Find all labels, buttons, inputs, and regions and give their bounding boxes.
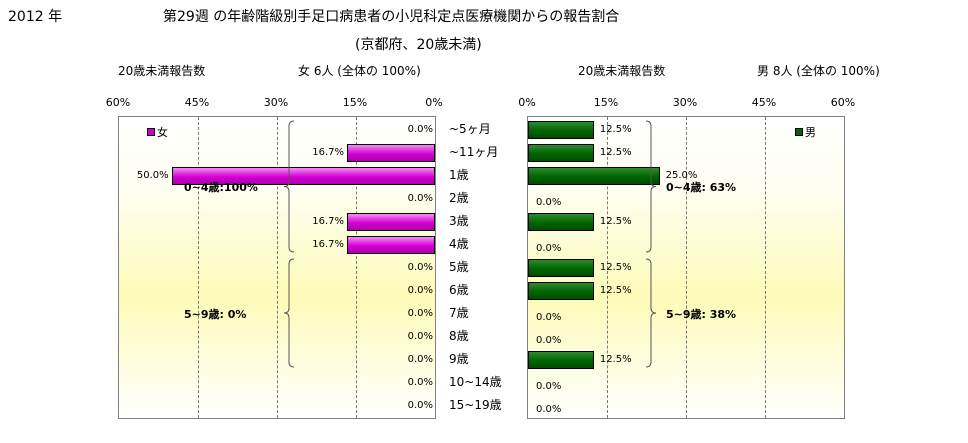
age-category-label: 10~14歳 bbox=[449, 374, 502, 389]
female-group-label: 0~4歳:100% bbox=[184, 181, 258, 194]
male-gridline bbox=[765, 117, 766, 418]
female-gridline bbox=[198, 117, 199, 418]
female-data-label: 0.0% bbox=[407, 353, 433, 365]
male-legend-swatch bbox=[795, 128, 803, 136]
male-bar bbox=[528, 258, 594, 277]
female-x-tick: 45% bbox=[184, 96, 210, 109]
age-category-label: ~11ヶ月 bbox=[449, 144, 499, 159]
male-data-label: 12.5% bbox=[599, 123, 632, 135]
female-data-label: 16.7% bbox=[312, 146, 345, 158]
male-bar bbox=[528, 166, 660, 185]
female-legend-label: 女 bbox=[157, 126, 168, 139]
female-header-label: 20歳未満報告数 bbox=[118, 64, 206, 78]
male-data-label: 0.0% bbox=[536, 242, 562, 254]
age-category-label: 5歳 bbox=[449, 259, 469, 274]
age-category-label: 15~19歳 bbox=[449, 397, 502, 412]
female-data-label: 16.7% bbox=[312, 238, 345, 250]
female-data-label: 50.0% bbox=[136, 169, 169, 181]
male-group-label: 5~9歳: 38% bbox=[666, 307, 737, 321]
female-bar bbox=[347, 143, 435, 162]
female-group-brace bbox=[283, 120, 295, 252]
chart-title: 第29週 の年齢階級別手足口病患者の小児科定点医療機関からの報告割合 bbox=[163, 9, 620, 25]
age-category-label: 8歳 bbox=[449, 328, 469, 343]
age-category-label: 9歳 bbox=[449, 351, 469, 366]
male-x-tick: 0% bbox=[518, 96, 536, 109]
male-bar bbox=[528, 350, 594, 369]
female-data-label: 16.7% bbox=[312, 215, 345, 227]
male-data-label: 0.0% bbox=[536, 380, 562, 392]
male-data-label: 0.0% bbox=[536, 334, 562, 346]
male-data-label: 0.0% bbox=[536, 196, 562, 208]
age-category-label: 2歳 bbox=[449, 190, 469, 205]
female-legend-swatch bbox=[147, 128, 155, 136]
male-gridline bbox=[607, 117, 608, 418]
male-bar bbox=[528, 281, 594, 300]
female-gridline bbox=[277, 117, 278, 418]
male-data-label: 12.5% bbox=[599, 261, 632, 273]
female-data-label: 0.0% bbox=[407, 376, 433, 388]
female-x-tick: 0% bbox=[425, 96, 443, 109]
male-x-tick: 45% bbox=[751, 96, 777, 109]
age-category-label: ~5ヶ月 bbox=[449, 121, 491, 136]
female-data-label: 0.0% bbox=[407, 307, 433, 319]
male-data-label: 12.5% bbox=[599, 146, 632, 158]
male-header-label: 20歳未満報告数 bbox=[578, 64, 666, 78]
chart-subtitle: (京都府、20歳未満) bbox=[355, 37, 482, 53]
age-category-label: 6歳 bbox=[449, 282, 469, 297]
male-x-tick: 30% bbox=[672, 96, 698, 109]
age-category-label: 3歳 bbox=[449, 213, 469, 228]
female-legend: 女 bbox=[147, 124, 168, 140]
male-data-label: 12.5% bbox=[599, 284, 632, 296]
male-gridline bbox=[686, 117, 687, 418]
female-data-label: 0.0% bbox=[407, 284, 433, 296]
female-group-brace bbox=[283, 258, 295, 367]
female-data-label: 0.0% bbox=[407, 399, 433, 411]
male-header-count: 男 8人 (全体の 100%) bbox=[757, 64, 880, 78]
male-group-label: 0~4歳: 63% bbox=[666, 181, 737, 194]
chart-year: 2012 年 bbox=[8, 9, 63, 25]
female-group-label: 5~9歳: 0% bbox=[184, 307, 247, 321]
male-x-tick: 60% bbox=[830, 96, 856, 109]
female-data-label: 0.0% bbox=[407, 192, 433, 204]
female-gridline bbox=[356, 117, 357, 418]
female-bar bbox=[171, 166, 435, 185]
female-data-label: 0.0% bbox=[407, 261, 433, 273]
female-data-label: 0.0% bbox=[407, 330, 433, 342]
male-data-label: 0.0% bbox=[536, 403, 562, 415]
female-x-tick: 30% bbox=[263, 96, 289, 109]
female-plot-area: 女 0.0% 16.7% 50.0% 0.0% 16.7% 16.7% 0.0% 0.0% 0.… bbox=[118, 116, 436, 419]
female-bar bbox=[347, 235, 435, 254]
male-data-label: 25.0% bbox=[665, 169, 698, 181]
age-category-label: 7歳 bbox=[449, 305, 469, 320]
male-plot-area: 男 12.5% 12.5% 25.0% 0.0% 12.5% 0.0% 12.5% 12.5%… bbox=[527, 116, 845, 419]
male-bar bbox=[528, 120, 594, 139]
age-category-label: 4歳 bbox=[449, 236, 469, 251]
male-x-tick: 15% bbox=[593, 96, 619, 109]
male-bar bbox=[528, 212, 594, 231]
female-header-count: 女 6人 (全体の 100%) bbox=[298, 64, 421, 78]
female-x-tick: 60% bbox=[105, 96, 131, 109]
male-data-label: 12.5% bbox=[599, 353, 632, 365]
male-group-brace bbox=[645, 258, 657, 367]
female-bar bbox=[347, 212, 435, 231]
male-data-label: 0.0% bbox=[536, 311, 562, 323]
male-group-brace bbox=[645, 120, 657, 252]
male-legend: 男 bbox=[795, 124, 816, 140]
male-bar bbox=[528, 143, 594, 162]
female-x-tick: 15% bbox=[342, 96, 368, 109]
male-data-label: 12.5% bbox=[599, 215, 632, 227]
age-category-label: 1歳 bbox=[449, 167, 469, 182]
female-data-label: 0.0% bbox=[407, 123, 433, 135]
male-legend-label: 男 bbox=[805, 126, 816, 139]
